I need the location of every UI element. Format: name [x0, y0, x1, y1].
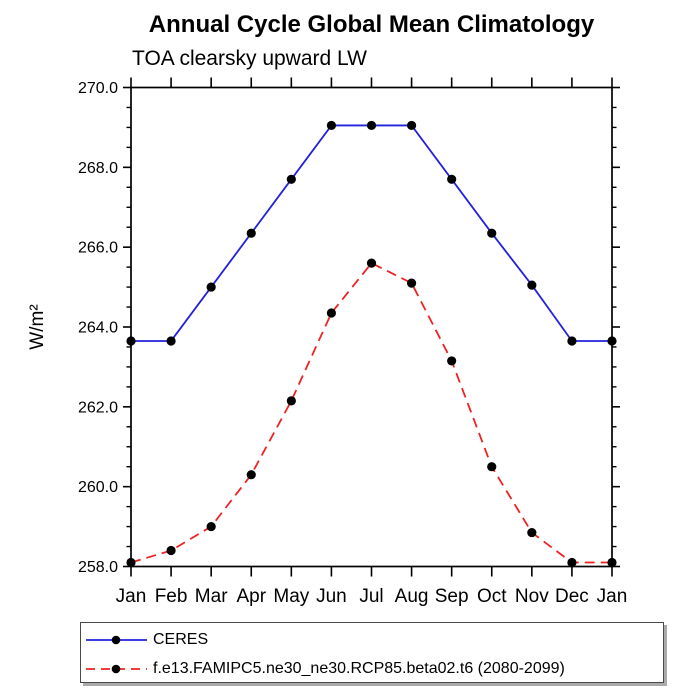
data-point-marker	[166, 336, 176, 346]
data-point-marker	[326, 308, 337, 318]
legend-marker-icon	[111, 635, 121, 644]
legend: CERES f.e13.FAMIPC5.ne30_ne30.RCP85.beta0…	[80, 622, 664, 683]
data-point-marker	[607, 557, 617, 568]
y-axis-tick-label: 266.0	[78, 240, 118, 257]
data-point-marker	[366, 120, 377, 131]
data-point-marker	[487, 228, 497, 238]
data-point-marker	[567, 336, 577, 346]
y-axis-tick-label: 262.0	[78, 399, 118, 416]
legend-line-sample	[86, 635, 147, 644]
data-point-marker	[366, 258, 377, 268]
y-axis-tick-label: 268.0	[78, 160, 118, 177]
x-axis-tick-label: Feb	[155, 586, 188, 607]
data-point-marker	[246, 228, 256, 238]
data-point-marker	[326, 120, 337, 131]
plot-frame	[130, 86, 613, 568]
legend-entry-label: CERES	[153, 630, 209, 648]
data-point-marker	[527, 280, 537, 290]
data-point-marker	[206, 521, 216, 532]
chart-title: Annual Cycle Global Mean Climatology	[148, 11, 595, 38]
x-axis-tick-label: Oct	[477, 586, 507, 607]
data-point-marker	[406, 120, 417, 131]
x-axis-tick-label: Jan	[597, 586, 628, 607]
x-axis-tick-label: Jan	[116, 586, 147, 607]
data-point-marker	[286, 396, 296, 406]
x-axis-tick-label: Nov	[515, 586, 549, 607]
plot-area: Jan Feb Mar Apr May Jun Jul Aug Sep Oct Nov Dec Jan 2…	[78, 77, 628, 607]
data-point-marker	[286, 174, 296, 184]
data-point-marker	[607, 336, 617, 346]
data-point-marker	[166, 545, 176, 556]
data-point-marker	[246, 470, 256, 480]
y-axis-tick-label: 258.0	[78, 559, 118, 576]
x-axis-tick-label: Aug	[395, 586, 429, 607]
y-axis-tick-label: 260.0	[78, 479, 118, 496]
legend-line-sample	[86, 664, 147, 673]
x-axis-tick-label: Jul	[359, 586, 383, 607]
data-point-marker	[487, 462, 497, 472]
data-point-marker	[126, 336, 136, 346]
x-axis-tick-label: May	[273, 586, 309, 607]
x-axis-tick-label: Jun	[316, 586, 347, 607]
x-axis-tick-label: Apr	[236, 586, 266, 607]
chart-subtitle: TOA clearsky upward LW	[132, 47, 367, 70]
data-point-marker	[406, 278, 417, 288]
data-point-marker	[567, 557, 577, 568]
legend-entry: f.e13.FAMIPC5.ne30_ne30.RCP85.beta02.t6 …	[81, 654, 663, 683]
legend-marker-icon	[111, 664, 121, 673]
data-point-marker	[447, 356, 457, 366]
series-line	[130, 262, 612, 564]
data-point-marker	[447, 174, 457, 184]
x-axis-tick-label: Sep	[435, 586, 469, 607]
x-axis-tick-label: Mar	[195, 586, 228, 607]
data-point-marker	[527, 527, 537, 538]
data-point-marker	[126, 557, 136, 568]
data-point-marker	[206, 282, 216, 292]
y-axis-tick-label: 270.0	[78, 80, 118, 97]
y-axis-tick-label: 264.0	[78, 320, 118, 337]
x-axis-tick-label: Dec	[555, 586, 589, 607]
legend-entry: CERES	[81, 625, 663, 654]
legend-entry-label: f.e13.FAMIPC5.ne30_ne30.RCP85.beta02.t6 …	[153, 659, 565, 677]
series-line	[131, 124, 612, 342]
